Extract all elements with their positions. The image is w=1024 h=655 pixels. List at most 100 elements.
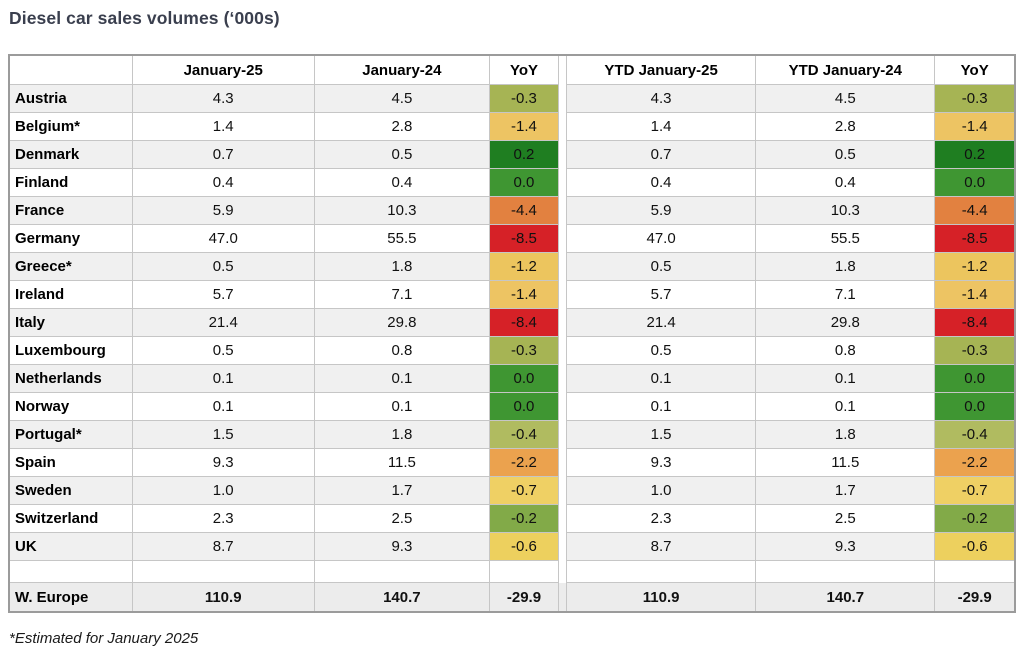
- value-cell: 2.8: [755, 112, 936, 141]
- empty-cell: [8, 560, 133, 583]
- yoy-cell: 0.0: [934, 364, 1016, 393]
- value-cell: 2.3: [566, 504, 757, 533]
- empty-cell: [488, 560, 560, 583]
- value-cell: 1.0: [566, 476, 757, 505]
- value-cell: 2.8: [313, 112, 490, 141]
- country-cell: Ireland: [8, 280, 133, 309]
- country-cell: Germany: [8, 224, 133, 253]
- value-cell: 0.1: [313, 364, 490, 393]
- value-cell: 0.5: [755, 140, 936, 169]
- yoy-cell: -1.4: [488, 280, 560, 309]
- value-cell: 7.1: [313, 280, 490, 309]
- value-cell: 0.7: [131, 140, 315, 169]
- value-cell: 47.0: [566, 224, 757, 253]
- table-row: Switzerland 2.3 2.5 -0.2 2.3 2.5 -0.2: [8, 504, 1016, 533]
- value-cell: 2.5: [313, 504, 490, 533]
- column-gap: [558, 392, 568, 421]
- column-gap: [558, 252, 568, 281]
- value-cell: 10.3: [313, 196, 490, 225]
- column-header-january-24: January-24: [313, 54, 490, 85]
- country-cell: Italy: [8, 308, 133, 337]
- table-row: Austria 4.3 4.5 -0.3 4.3 4.5 -0.3: [8, 84, 1016, 113]
- column-gap: [558, 55, 568, 85]
- value-cell: 0.4: [755, 168, 936, 197]
- table-row: Finland 0.4 0.4 0.0 0.4 0.4 0.0: [8, 168, 1016, 197]
- yoy-cell: -1.2: [488, 252, 560, 281]
- column-gap: [558, 448, 568, 477]
- value-cell: 1.8: [755, 252, 936, 281]
- value-cell: 0.1: [131, 392, 315, 421]
- value-cell: 5.7: [566, 280, 757, 309]
- value-cell: 0.5: [131, 252, 315, 281]
- country-cell: Sweden: [8, 476, 133, 505]
- value-cell: 5.9: [131, 196, 315, 225]
- empty-cell: [755, 560, 936, 583]
- country-cell: Portugal*: [8, 420, 133, 449]
- value-cell: 10.3: [755, 196, 936, 225]
- value-cell: 55.5: [755, 224, 936, 253]
- header-row: January-25 January-24 YoY YTD January-25…: [8, 54, 1016, 85]
- empty-cell: [131, 560, 315, 583]
- empty-cell: [934, 560, 1016, 583]
- column-header-ytd-yoy: YoY: [934, 54, 1016, 85]
- value-cell: 9.3: [131, 448, 315, 477]
- value-cell: 9.3: [755, 532, 936, 561]
- value-cell: 0.7: [566, 140, 757, 169]
- table-row: Spain 9.3 11.5 -2.2 9.3 11.5 -2.2: [8, 448, 1016, 477]
- column-gap: [558, 84, 568, 113]
- column-header-country: [8, 54, 133, 85]
- value-cell: 21.4: [131, 308, 315, 337]
- page-title: Diesel car sales volumes (‘000s): [9, 8, 280, 28]
- table-row: Norway 0.1 0.1 0.0 0.1 0.1 0.0: [8, 392, 1016, 421]
- value-cell: 29.8: [313, 308, 490, 337]
- yoy-cell: -8.5: [934, 224, 1016, 253]
- value-cell: 1.4: [131, 112, 315, 141]
- value-cell: 4.3: [566, 84, 757, 113]
- value-cell: 110.9: [566, 582, 757, 613]
- yoy-cell: -0.2: [934, 504, 1016, 533]
- value-cell: 0.5: [313, 140, 490, 169]
- country-cell: Greece*: [8, 252, 133, 281]
- table-row: Luxembourg 0.5 0.8 -0.3 0.5 0.8 -0.3: [8, 336, 1016, 365]
- total-row: W. Europe 110.9 140.7 -29.9 110.9 140.7 -29.9: [8, 582, 1016, 613]
- yoy-cell: -0.2: [488, 504, 560, 533]
- value-cell: 2.3: [131, 504, 315, 533]
- value-cell: 0.4: [313, 168, 490, 197]
- yoy-cell: -1.4: [934, 280, 1016, 309]
- yoy-cell: -8.4: [934, 308, 1016, 337]
- value-cell: 0.5: [566, 252, 757, 281]
- value-cell: 0.1: [566, 364, 757, 393]
- yoy-cell: -29.9: [488, 582, 560, 613]
- yoy-cell: -2.2: [934, 448, 1016, 477]
- value-cell: 0.4: [566, 168, 757, 197]
- value-cell: 8.7: [131, 532, 315, 561]
- country-cell: W. Europe: [8, 582, 133, 613]
- table-row: Belgium* 1.4 2.8 -1.4 1.4 2.8 -1.4: [8, 112, 1016, 141]
- value-cell: 0.1: [566, 392, 757, 421]
- yoy-cell: 0.2: [934, 140, 1016, 169]
- column-gap: [558, 560, 568, 583]
- country-cell: UK: [8, 532, 133, 561]
- table-row: Ireland 5.7 7.1 -1.4 5.7 7.1 -1.4: [8, 280, 1016, 309]
- country-cell: Norway: [8, 392, 133, 421]
- empty-row: [8, 560, 1016, 583]
- yoy-cell: -0.3: [934, 336, 1016, 365]
- table-header: January-25 January-24 YoY YTD January-25…: [8, 54, 1016, 85]
- value-cell: 4.3: [131, 84, 315, 113]
- column-gap: [558, 420, 568, 449]
- value-cell: 5.7: [131, 280, 315, 309]
- diesel-sales-table: January-25 January-24 YoY YTD January-25…: [8, 54, 1016, 613]
- yoy-cell: -1.4: [488, 112, 560, 141]
- yoy-cell: 0.0: [934, 392, 1016, 421]
- country-cell: Netherlands: [8, 364, 133, 393]
- value-cell: 1.8: [755, 420, 936, 449]
- value-cell: 0.1: [313, 392, 490, 421]
- yoy-cell: -0.3: [934, 84, 1016, 113]
- column-header-ytd-january-25: YTD January-25: [566, 54, 757, 85]
- yoy-cell: -4.4: [934, 196, 1016, 225]
- value-cell: 11.5: [313, 448, 490, 477]
- table-row: UK 8.7 9.3 -0.6 8.7 9.3 -0.6: [8, 532, 1016, 561]
- table-row: Italy 21.4 29.8 -8.4 21.4 29.8 -8.4: [8, 308, 1016, 337]
- table-row: Netherlands 0.1 0.1 0.0 0.1 0.1 0.0: [8, 364, 1016, 393]
- value-cell: 9.3: [566, 448, 757, 477]
